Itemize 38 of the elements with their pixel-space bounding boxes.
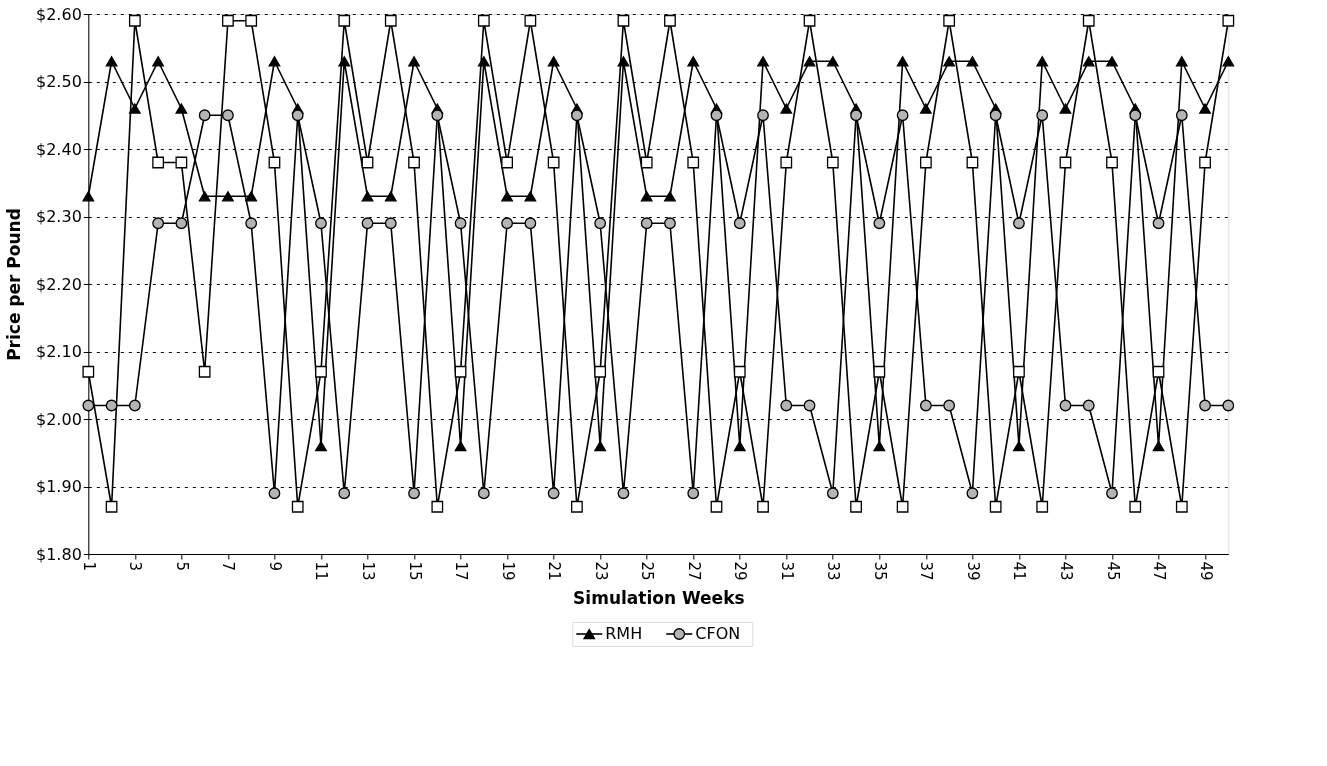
x-tick-label: 25 bbox=[638, 561, 657, 581]
y-tick-label: $2.60 bbox=[36, 4, 82, 24]
x-axis-title: Simulation Weeks bbox=[573, 587, 745, 608]
x-tick-label: 15 bbox=[405, 561, 424, 581]
x-tick-label: 13 bbox=[359, 561, 378, 581]
legend-label: CFON bbox=[695, 624, 741, 643]
legend-label: RMH bbox=[605, 624, 643, 643]
x-tick-label: 17 bbox=[452, 561, 471, 581]
x-tick-label: 33 bbox=[824, 561, 843, 581]
x-tick-label: 47 bbox=[1150, 561, 1169, 581]
x-tick-label: 19 bbox=[498, 561, 517, 581]
x-tick-label: 39 bbox=[963, 561, 982, 581]
x-tick-label: 31 bbox=[777, 561, 796, 581]
y-tick-label: $2.50 bbox=[36, 72, 82, 91]
x-tick-label: 41 bbox=[1010, 561, 1029, 581]
x-tick-label: 5 bbox=[172, 561, 191, 572]
x-tick-label: 23 bbox=[591, 561, 610, 581]
x-tick-label: 45 bbox=[1103, 561, 1122, 581]
x-tick-label: 7 bbox=[219, 561, 238, 572]
y-tick-label: $2.20 bbox=[36, 274, 82, 294]
x-tick-label: 35 bbox=[870, 561, 889, 581]
x-tick-label: 49 bbox=[1196, 561, 1215, 581]
y-tick-label: $2.00 bbox=[36, 409, 82, 429]
x-tick-label: 29 bbox=[731, 561, 750, 581]
x-tick-label: 21 bbox=[545, 561, 564, 581]
y-tick-label: $2.40 bbox=[36, 139, 82, 159]
y-tick-label: $1.90 bbox=[36, 477, 82, 496]
x-tick-label: 27 bbox=[684, 561, 703, 581]
x-tick-label: 3 bbox=[126, 561, 145, 572]
x-tick-label: 9 bbox=[265, 561, 284, 572]
y-axis-title: Price per Pound bbox=[4, 208, 25, 361]
y-tick-label: $1.80 bbox=[36, 544, 82, 564]
x-tick-label: 1 bbox=[79, 561, 98, 572]
y-tick-label: $2.10 bbox=[36, 342, 82, 361]
x-tick-label: 43 bbox=[1056, 561, 1075, 581]
x-tick-label: 37 bbox=[917, 561, 936, 581]
x-tick-label: 11 bbox=[312, 561, 331, 581]
y-tick-label: $2.30 bbox=[36, 207, 82, 226]
